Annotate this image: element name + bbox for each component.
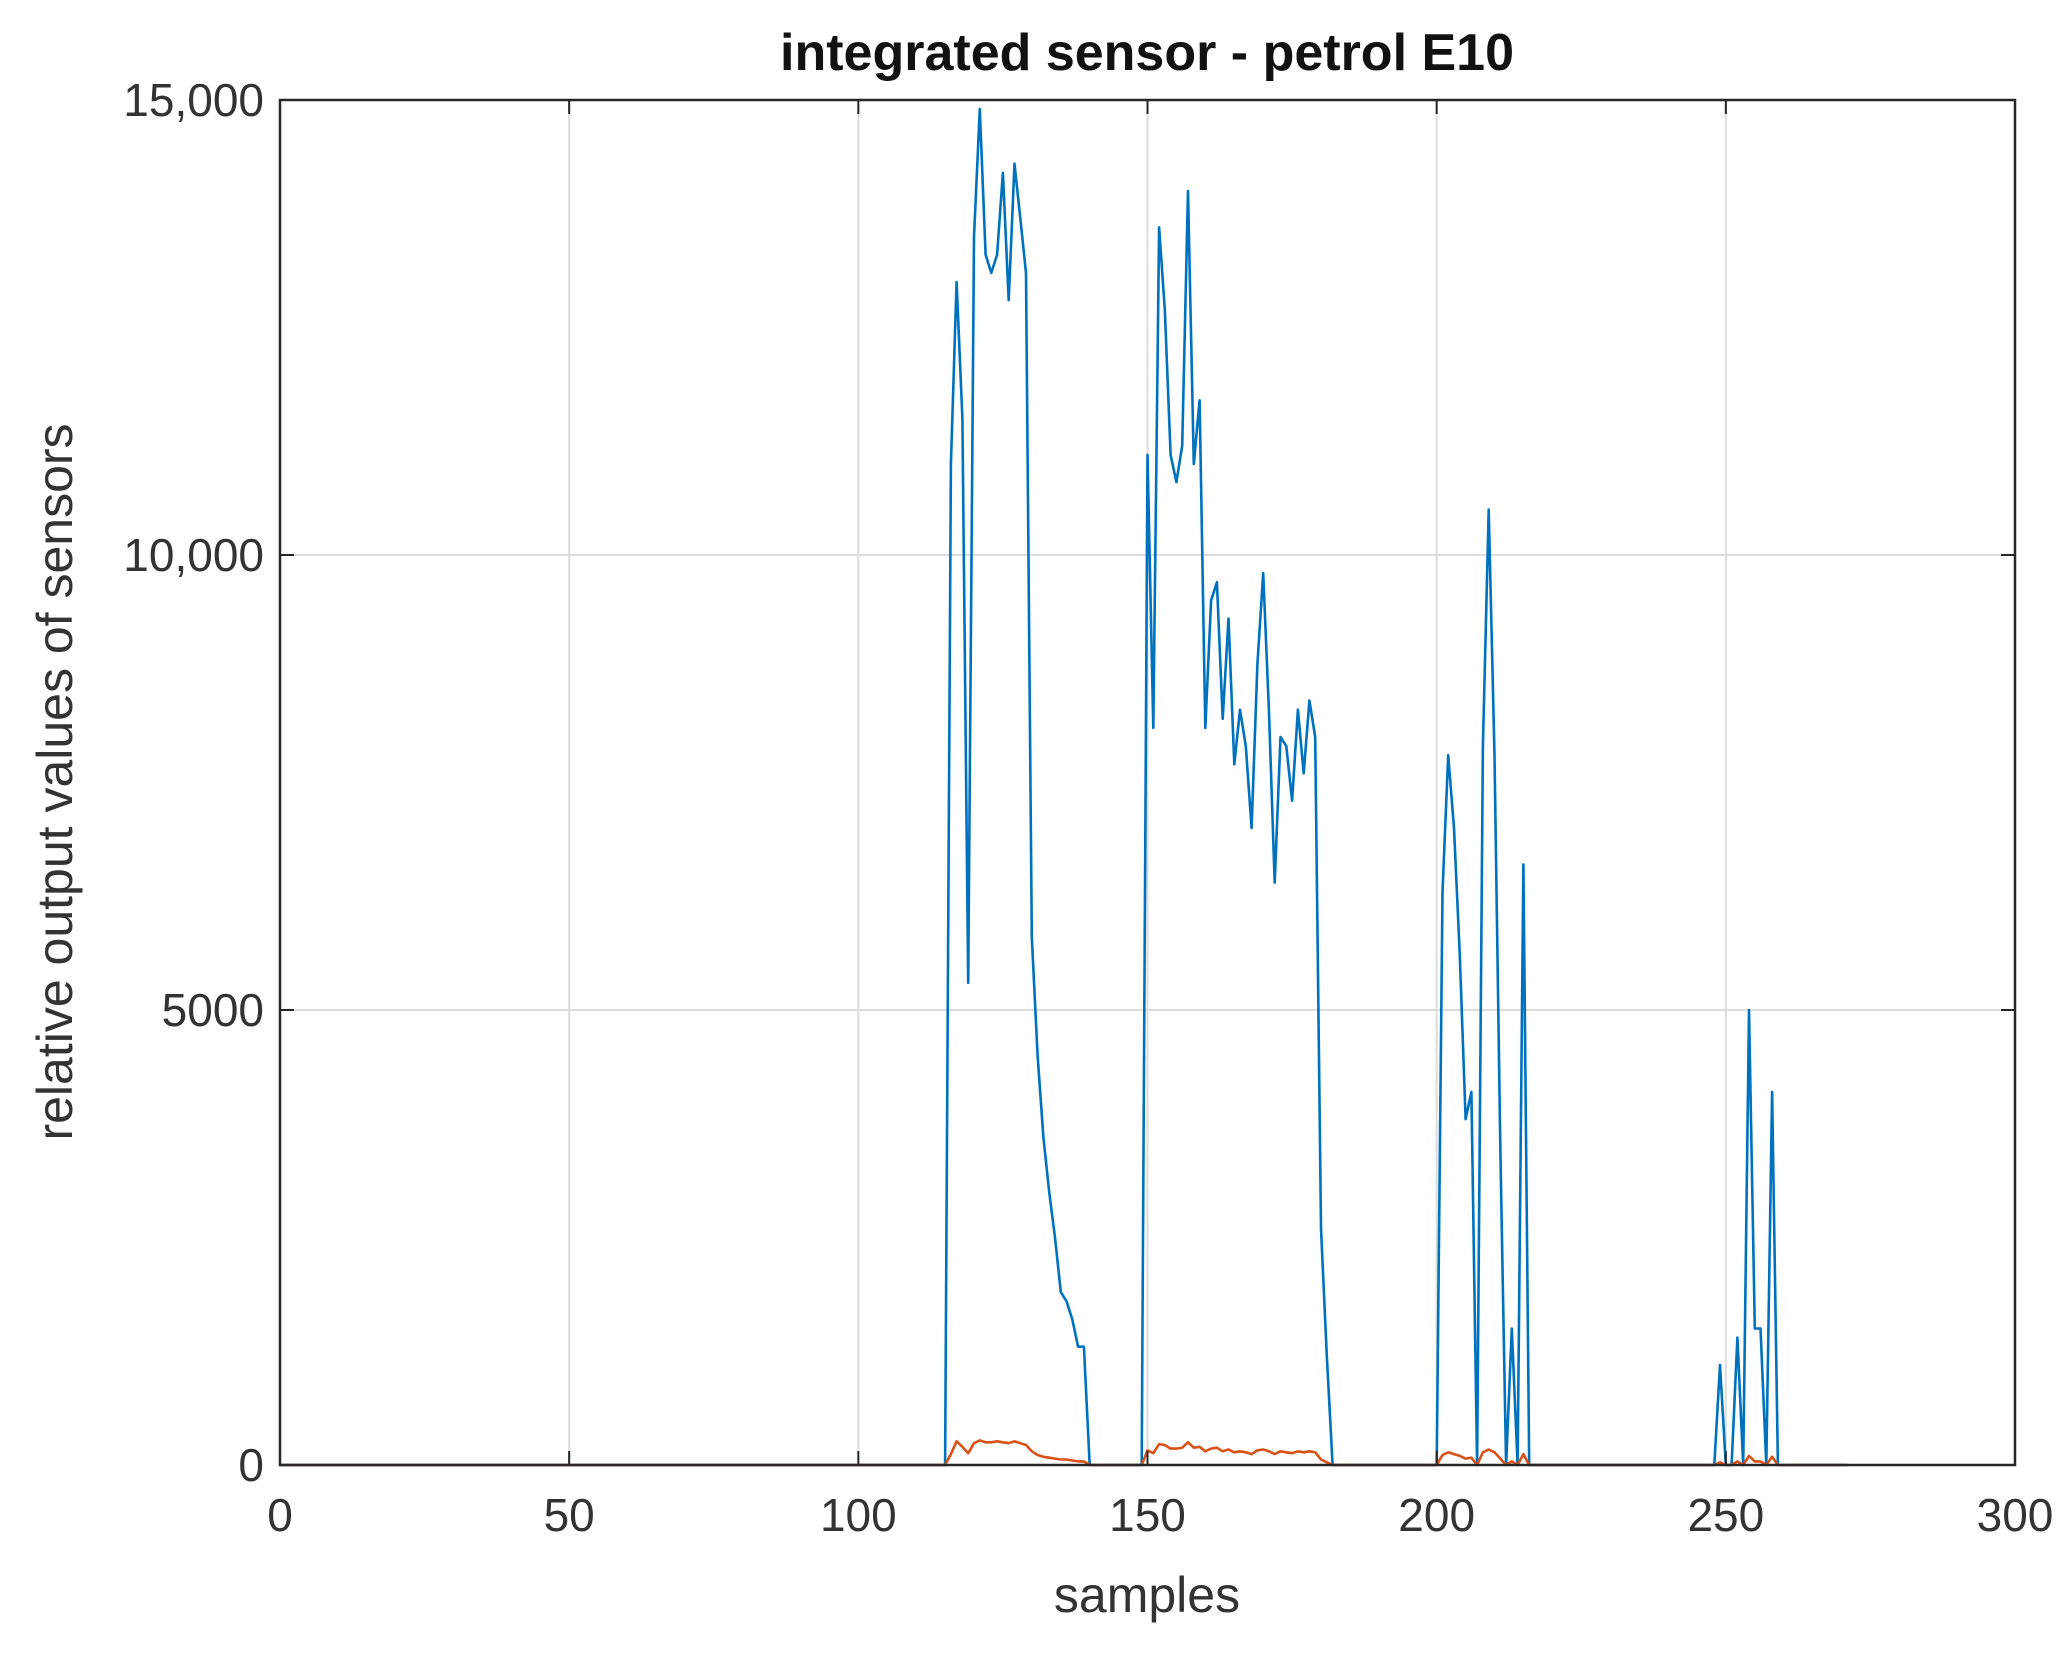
y-tick-label: 15,000	[123, 74, 264, 126]
x-tick-label: 200	[1398, 1489, 1475, 1541]
x-tick-label: 0	[267, 1489, 293, 1541]
axis-ticks: 0 50 100 150 200 250 300 0 5000 10,000 15,000	[123, 74, 2053, 1541]
x-tick-label: 300	[1977, 1489, 2054, 1541]
y-tick-label: 0	[238, 1439, 264, 1491]
x-tick-label: 150	[1109, 1489, 1186, 1541]
y-tick-label: 5000	[162, 984, 264, 1036]
series-group	[280, 107, 1848, 1467]
y-tick-label: 10,000	[123, 529, 264, 581]
x-axis-label: samples	[1054, 1567, 1240, 1623]
series-line-2	[280, 1439, 1848, 1467]
chart-title: integrated sensor - petrol E10	[780, 24, 1514, 82]
x-tick-label: 100	[820, 1489, 897, 1541]
x-tick-label: 50	[544, 1489, 595, 1541]
x-tick-label: 250	[1687, 1489, 1764, 1541]
y-axis-label: relative output values of sensors	[27, 423, 83, 1140]
series-line-1	[280, 107, 1848, 1467]
